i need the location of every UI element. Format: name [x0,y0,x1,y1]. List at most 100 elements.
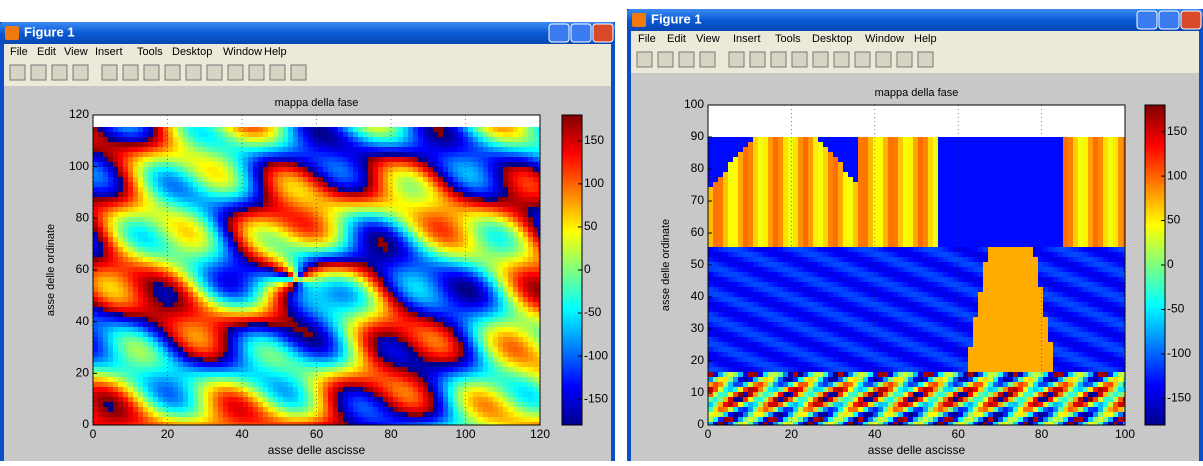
phase-cell [478,362,483,367]
toolbar-button[interactable] [52,65,67,80]
phase-cell [313,212,318,217]
phase-cell [393,362,398,367]
phase-cell [373,322,378,327]
phase-cell [463,312,468,317]
phase-cell [228,242,233,247]
phase-cell [483,372,488,377]
phase-cell [518,162,523,167]
phase-cell [493,297,498,302]
phase-cell [228,162,233,167]
phase-cell [413,357,418,362]
toolbar-button[interactable] [73,65,88,80]
maximize-button[interactable] [571,24,591,42]
phase-cell [368,342,373,347]
phase-cell [243,277,248,282]
phase-cell [403,262,408,267]
phase-cell [463,282,468,287]
phase-cell [428,342,433,347]
toolbar-button[interactable] [249,65,264,80]
toolbar-button[interactable] [207,65,222,80]
phase-cell [343,132,348,137]
phase-cell [383,277,388,282]
menu-item[interactable]: Help [264,46,287,58]
phase-cell [313,162,318,167]
phase-cell [523,147,528,152]
phase-cell [363,172,368,177]
phase-cell [113,147,118,152]
phase-cell [238,172,243,177]
phase-cell [313,357,318,362]
toolbar-button[interactable] [228,65,243,80]
phase-cell [453,177,458,182]
phase-cell [378,197,383,202]
phase-cell [198,132,203,137]
phase-cell [438,162,443,167]
phase-cell [328,312,333,317]
phase-cell [143,262,148,267]
phase-cell [168,262,173,267]
close-button[interactable] [593,24,613,42]
phase-cell [303,242,308,247]
phase-cell [193,277,198,282]
phase-cell [338,247,343,252]
phase-cell [118,147,123,152]
menu-item[interactable]: View [64,46,88,58]
phase-cell [458,142,463,147]
phase-cell [508,377,513,382]
minimize-button[interactable] [549,24,569,42]
toolbar-button[interactable] [102,65,117,80]
phase-cell [418,262,423,267]
phase-cell [268,262,273,267]
phase-cell [143,162,148,167]
phase-cell [308,267,313,272]
menu-item[interactable]: Insert [95,46,123,58]
phase-cell [98,247,103,252]
phase-cell [203,232,208,237]
toolbar-button[interactable] [123,65,138,80]
phase-cell [268,382,273,387]
phase-cell [203,337,208,342]
phase-cell [438,397,443,402]
phase-cell [123,247,128,252]
phase-cell [288,237,293,242]
toolbar-button[interactable] [165,65,180,80]
phase-cell [243,297,248,302]
phase-cell [353,257,358,262]
phase-cell [363,387,368,392]
phase-cell [323,292,328,297]
phase-cell [253,212,258,217]
phase-cell [378,302,383,307]
phase-cell [448,307,453,312]
phase-cell [203,292,208,297]
menu-item[interactable]: File [10,46,28,58]
phase-cell [188,297,193,302]
phase-cell [213,137,218,142]
menu-item[interactable]: Tools [137,46,163,58]
phase-cell [533,237,538,242]
toolbar-button[interactable] [10,65,25,80]
phase-cell [218,157,223,162]
phase-cell [183,392,188,397]
phase-cell [493,247,498,252]
phase-cell [268,322,273,327]
phase-cell [153,287,158,292]
phase-cell [318,347,323,352]
phase-cell [118,177,123,182]
phase-cell [423,177,428,182]
menu-item[interactable]: Window [223,46,262,58]
phase-cell [283,312,288,317]
toolbar-button[interactable] [144,65,159,80]
toolbar-button[interactable] [270,65,285,80]
toolbar-button[interactable] [186,65,201,80]
phase-cell [423,207,428,212]
phase-cell [348,187,353,192]
menu-item[interactable]: Desktop [172,46,212,58]
phase-cell [503,132,508,137]
phase-cell [308,217,313,222]
phase-cell [133,152,138,157]
menu-item[interactable]: Edit [37,46,56,58]
toolbar-button[interactable] [31,65,46,80]
phase-cell [413,372,418,377]
phase-cell [428,207,433,212]
toolbar-button[interactable] [291,65,306,80]
